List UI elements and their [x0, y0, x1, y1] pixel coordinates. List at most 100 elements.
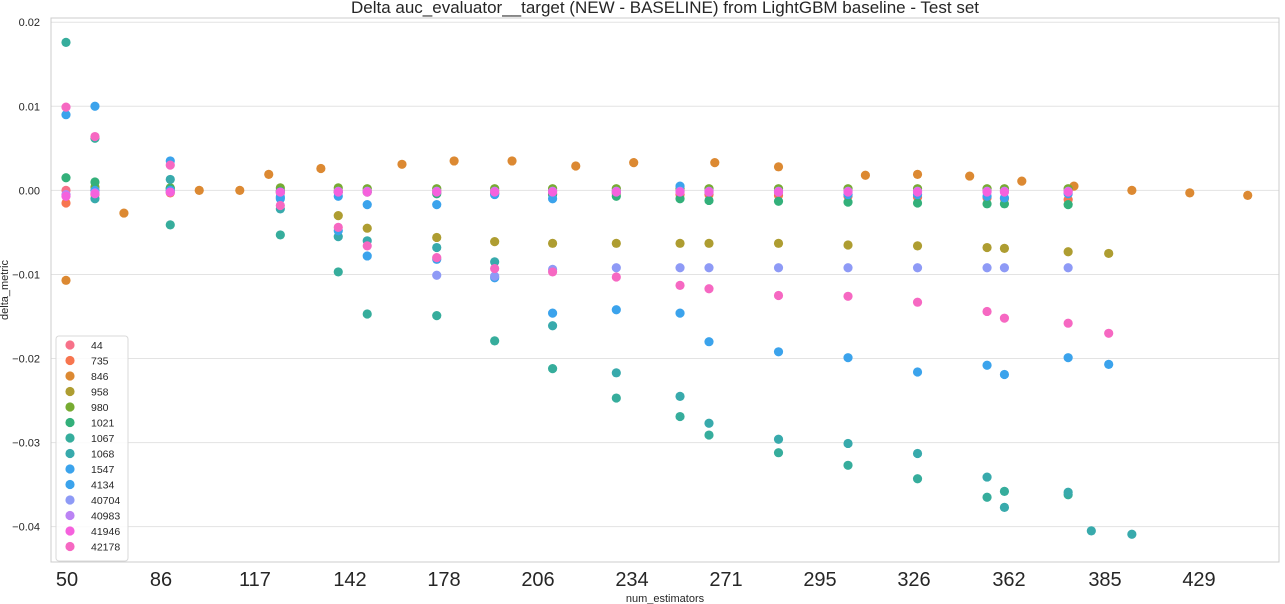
legend-marker: [65, 479, 75, 490]
legend-marker: [65, 433, 75, 443]
data-point-4134: [61, 110, 71, 120]
data-point-958: [362, 223, 372, 233]
data-point-1067: [165, 220, 175, 230]
data-point-42178: [675, 280, 685, 290]
data-point-846: [264, 169, 274, 179]
data-point-1068: [432, 242, 442, 253]
data-point-1068: [1063, 487, 1073, 497]
data-point-42178: [432, 253, 442, 263]
data-point-846: [571, 161, 581, 171]
data-point-1547: [1063, 353, 1073, 363]
data-point-846: [1185, 188, 1195, 198]
data-point-41946: [704, 187, 714, 197]
data-point-42178: [275, 200, 285, 211]
data-point-958: [982, 242, 992, 253]
data-point-4134: [547, 194, 558, 204]
data-point-846: [912, 169, 923, 179]
data-point-846: [710, 158, 720, 168]
data-point-1547: [912, 367, 923, 377]
legend-marker: [65, 510, 75, 521]
data-point-40704: [611, 263, 621, 273]
x-tick-label: 385: [1088, 569, 1121, 591]
y-axis-ticks: 0.02 0.01 0.00 −0.01 −0.02 −0.03 −0.04: [12, 17, 40, 533]
data-point-42178: [61, 102, 71, 112]
data-point-42178: [999, 313, 1010, 323]
data-point-42178: [333, 222, 343, 232]
data-point-1068: [999, 502, 1010, 512]
data-point-42178: [90, 131, 100, 142]
data-point-1068: [675, 391, 685, 401]
y-tick-label: −0.01: [12, 269, 40, 281]
x-tick-label: 295: [803, 569, 836, 591]
data-point-42178: [490, 263, 500, 274]
data-point-1547: [1104, 359, 1114, 370]
legend-marker: [65, 355, 75, 366]
y-axis-label: delta_metric: [0, 260, 11, 320]
data-point-846: [235, 185, 245, 195]
data-point-1068: [490, 257, 500, 267]
data-point-42178: [611, 272, 621, 282]
legend-label: 42178: [91, 542, 120, 554]
data-point-1067: [547, 364, 558, 374]
data-point-40704: [704, 263, 714, 273]
legend-marker: [65, 417, 75, 428]
data-point-958: [547, 238, 558, 248]
data-point-958: [333, 210, 343, 221]
data-point-1547: [982, 360, 992, 370]
data-point-41946: [165, 187, 175, 197]
data-point-1021: [912, 198, 923, 208]
legend-marker: [65, 371, 75, 381]
legend-label: 44: [91, 340, 103, 352]
data-point-40704: [490, 271, 500, 281]
legend-label: 1547: [91, 464, 115, 476]
data-point-42178: [843, 291, 853, 301]
chart-title: Delta auc_evaluator__target (NEW - BASEL…: [351, 0, 979, 17]
data-point-1068: [1127, 529, 1137, 539]
data-point-1068: [547, 321, 558, 331]
y-tick-label: 0.02: [19, 17, 40, 29]
data-point-1021: [982, 199, 992, 209]
data-point-1067: [490, 336, 500, 346]
data-point-1021: [1063, 200, 1073, 210]
legend-label: 40983: [91, 511, 120, 523]
grid-lines: [51, 21, 1279, 528]
data-point-1547: [611, 305, 621, 315]
legend-label: 4134: [91, 480, 115, 492]
data-point-846: [1017, 176, 1027, 186]
data-point-958: [912, 241, 923, 251]
data-point-40704: [912, 263, 923, 273]
data-point-958: [1104, 248, 1114, 259]
data-point-958: [675, 238, 685, 248]
data-point-846: [629, 158, 639, 168]
y-tick-label: 0.01: [19, 101, 40, 113]
data-point-42178: [1104, 328, 1114, 338]
data-point-1067: [773, 448, 784, 458]
data-point-1547: [704, 337, 714, 347]
data-point-41946: [843, 187, 853, 197]
legend-marker: [65, 448, 75, 459]
data-point-958: [432, 232, 442, 243]
data-point-41946: [275, 187, 285, 197]
legend-label: 735: [91, 356, 109, 368]
data-point-846: [316, 163, 326, 174]
legend-marker: [65, 495, 75, 505]
data-point-1021: [704, 195, 714, 206]
x-tick-label: 142: [333, 569, 366, 591]
data-point-41946: [362, 187, 372, 197]
data-point-1067: [912, 474, 923, 484]
data-point-1067: [362, 309, 372, 319]
data-point-1067: [843, 460, 853, 470]
x-tick-label: 326: [897, 569, 930, 591]
data-point-846: [860, 170, 871, 180]
data-point-846: [397, 159, 407, 169]
data-point-42178: [912, 297, 923, 307]
x-tick-label: 86: [150, 569, 172, 591]
data-point-1068: [912, 448, 923, 459]
data-point-1068: [1086, 526, 1096, 536]
data-point-40704: [982, 263, 992, 273]
data-point-1067: [675, 411, 685, 422]
data-point-1067: [611, 393, 621, 403]
data-point-41946: [432, 187, 442, 197]
x-tick-label: 178: [427, 569, 460, 591]
data-point-958: [773, 238, 784, 248]
